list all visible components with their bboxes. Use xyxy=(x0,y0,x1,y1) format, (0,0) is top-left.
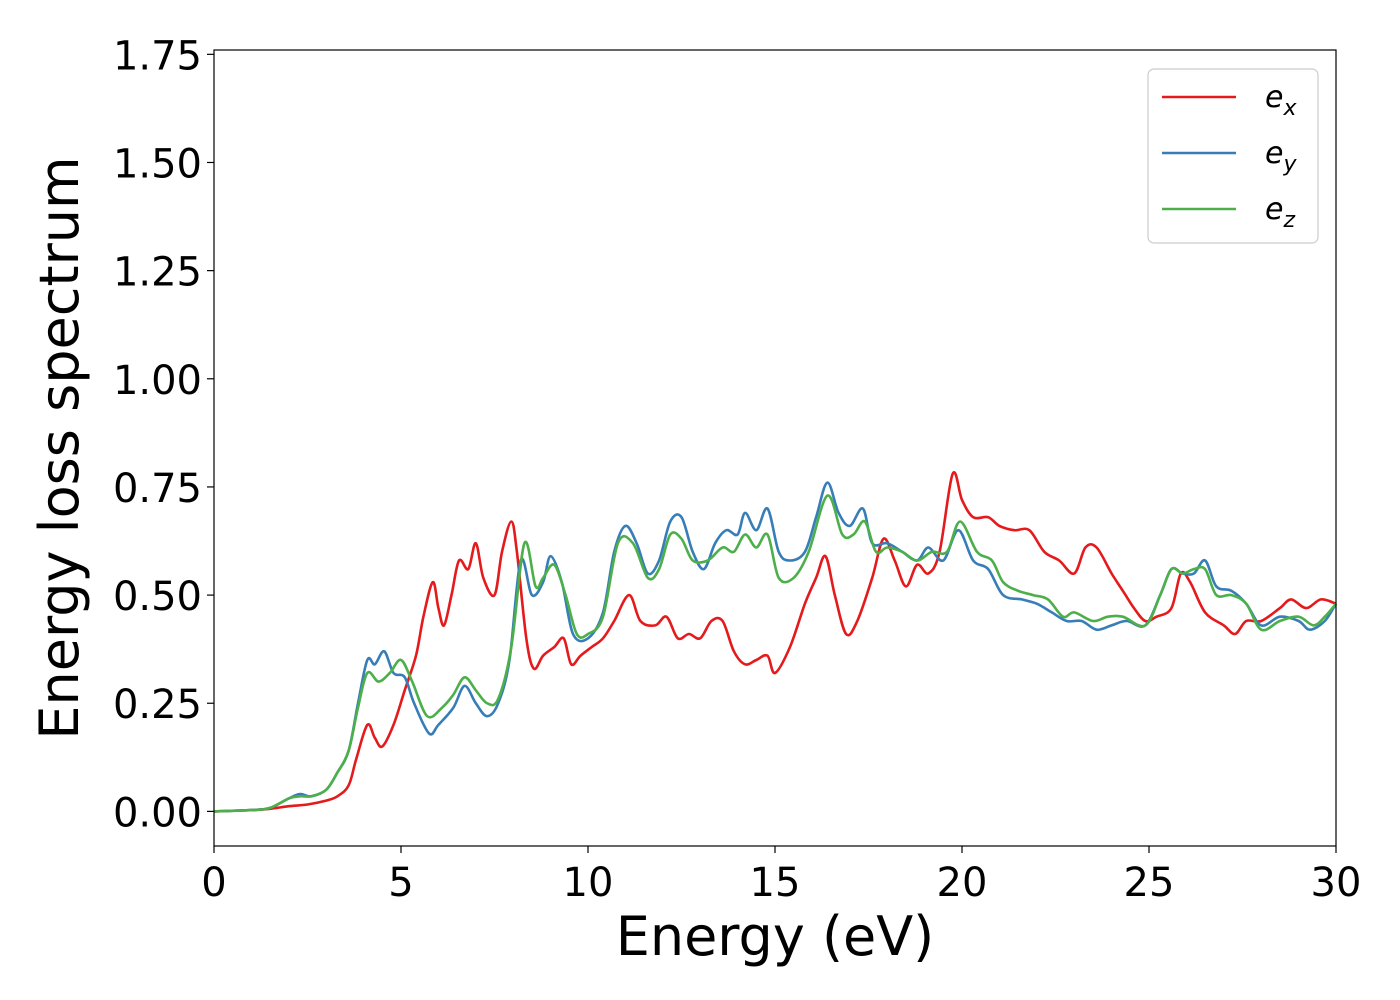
x-tick-label: 15 xyxy=(750,860,801,906)
series-line-x xyxy=(213,471,1337,813)
series-layer xyxy=(213,471,1338,813)
x-tick-label: 5 xyxy=(388,860,413,906)
x-tick-label: 25 xyxy=(1124,860,1175,906)
legend: ex ey ez xyxy=(1147,68,1319,244)
y-tick-label: 1.75 xyxy=(113,33,202,79)
y-axis-title: Energy loss spectrum xyxy=(28,156,91,739)
legend-box xyxy=(1147,68,1319,244)
x-tick-label: 0 xyxy=(201,860,226,906)
x-tick-label: 10 xyxy=(563,860,614,906)
legend-label-z: ez xyxy=(1265,192,1295,233)
y-axis: 0.00 0.25 0.50 0.75 1.00 1.25 1.50 1.75 xyxy=(113,33,214,836)
y-tick-label: 0.50 xyxy=(113,574,202,620)
y-tick-label: 0.25 xyxy=(113,682,202,728)
y-tick-label: 1.00 xyxy=(113,358,202,404)
x-tick-label: 20 xyxy=(937,860,988,906)
x-axis-title: Energy (eV) xyxy=(616,905,935,968)
x-axis: 0 5 10 15 20 25 30 xyxy=(201,846,1361,906)
series-line-z xyxy=(213,494,1337,813)
legend-label-x: ex xyxy=(1265,80,1297,121)
y-tick-label: 1.50 xyxy=(113,141,202,187)
legend-label-y: ey xyxy=(1265,136,1297,177)
x-tick-label: 30 xyxy=(1311,860,1362,906)
y-tick-label: 1.25 xyxy=(113,250,202,296)
y-tick-label: 0.75 xyxy=(113,466,202,512)
y-tick-label: 0.00 xyxy=(113,790,202,836)
